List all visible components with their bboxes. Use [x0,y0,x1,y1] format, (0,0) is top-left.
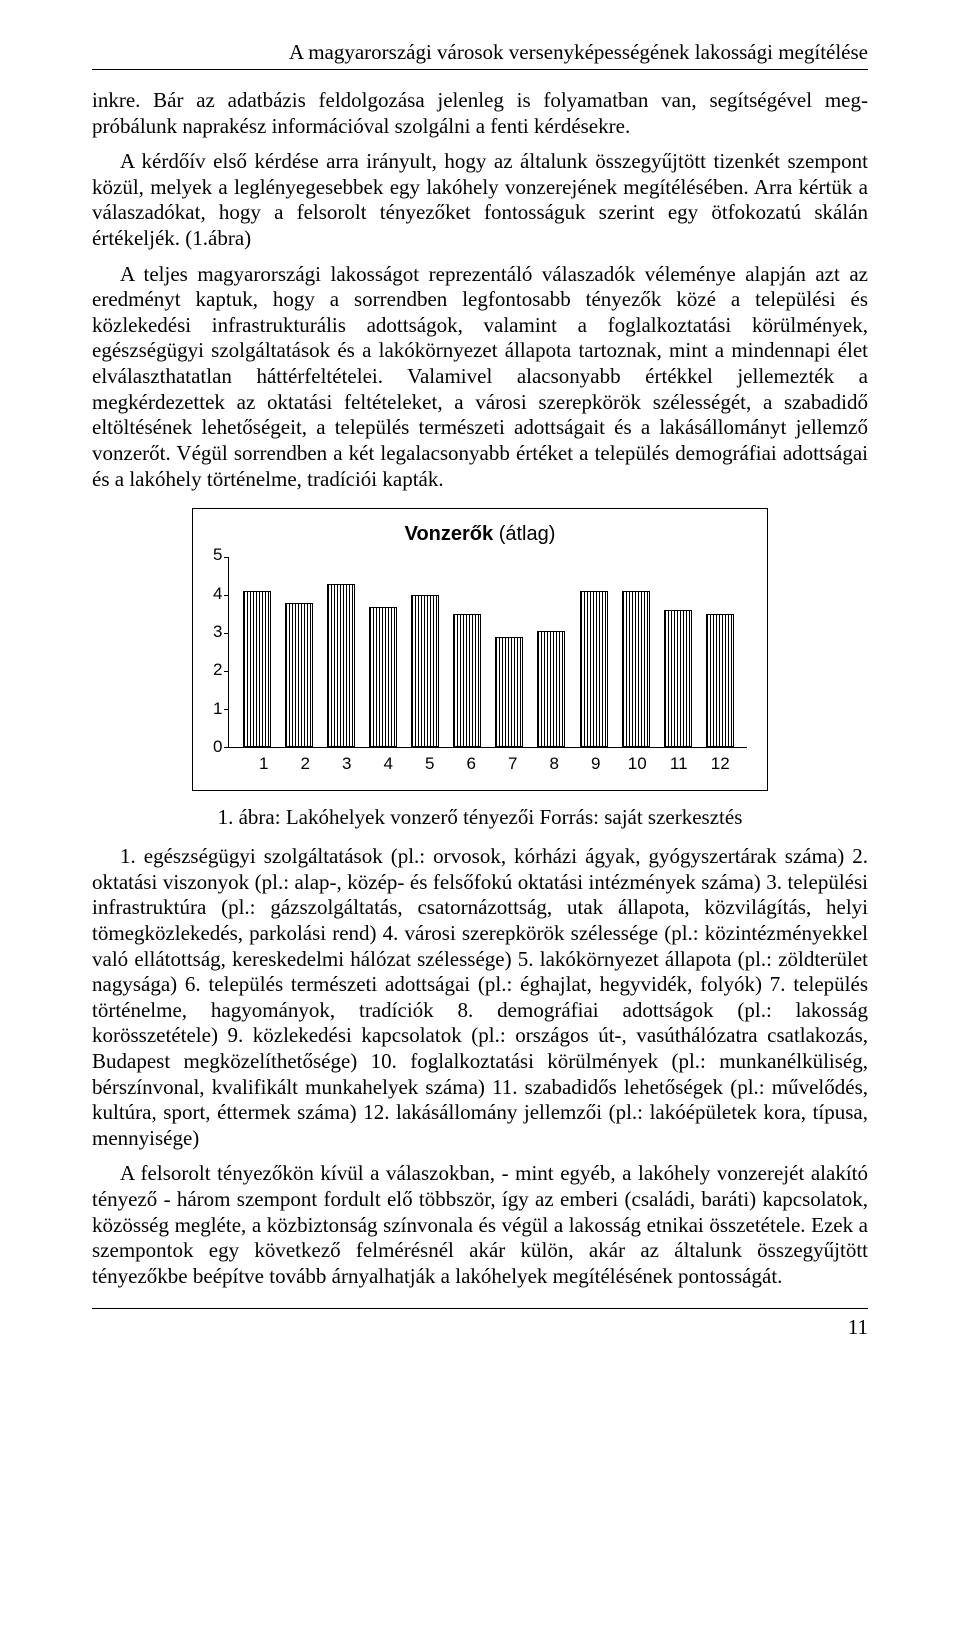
paragraph-1: inkre. Bár az adatbázis feldolgozása jel… [92,88,868,139]
chart-title-rest: (átlag) [493,523,555,545]
bar-slot [327,584,355,747]
x-axis-label: 6 [457,754,485,774]
x-axis-label: 12 [706,754,734,774]
bar [369,607,397,748]
page: A magyarországi városok versenyképességé… [0,0,960,1644]
bar-slot [411,595,439,747]
paragraph-4-legend: 1. egészségügyi szolgáltatások (pl.: orv… [92,844,868,1151]
y-axis: 543210 [213,556,222,748]
running-header: A magyarországi városok versenyképességé… [92,40,868,65]
bar [495,637,523,747]
plot-area [228,557,747,748]
x-axis-label: 9 [582,754,610,774]
y-tick [224,633,229,634]
bar-slot [453,614,481,747]
bar [243,591,271,747]
bar-slot [285,603,313,747]
x-axis-label: 4 [374,754,402,774]
bar-slot [537,631,565,747]
paragraph-2: A kérdőív első kérdése arra irányult, ho… [92,149,868,251]
chart-frame: Vonzerők (átlag) 543210 123456789101112 [192,508,768,791]
page-number: 11 [92,1315,868,1340]
y-tick [224,747,229,748]
chart-container: Vonzerők (átlag) 543210 123456789101112 [192,508,768,791]
y-tick [224,709,229,710]
x-axis-label: 7 [499,754,527,774]
paragraph-3: A teljes magyarországi lakosságot reprez… [92,262,868,492]
x-axis-label: 11 [665,754,693,774]
bar [453,614,481,747]
y-tick [224,671,229,672]
paragraph-5: A felsorolt tényezőkön kívül a válaszokb… [92,1161,868,1289]
bar-slot [580,591,608,747]
chart-body: 543210 [213,556,747,748]
figure-caption: 1. ábra: Lakóhelyek vonzerő tényezői For… [92,805,868,830]
x-axis: 123456789101112 [237,754,747,774]
bar-slot [495,637,523,747]
x-axis-label: 2 [291,754,319,774]
bar [706,614,734,747]
bar [327,584,355,747]
bar-slot [664,610,692,747]
footer-rule [92,1308,868,1309]
bar [285,603,313,747]
x-axis-label: 10 [623,754,651,774]
y-tick [224,595,229,596]
bar [537,631,565,747]
x-axis-label: 5 [416,754,444,774]
chart-title: Vonzerők (átlag) [213,523,747,546]
bars-row [235,557,741,747]
bar [411,595,439,747]
bar [664,610,692,747]
y-tick [224,557,229,558]
bar-slot [622,591,650,747]
bar-slot [243,591,271,747]
bar [580,591,608,747]
bar-slot [706,614,734,747]
bar [622,591,650,747]
x-axis-label: 3 [333,754,361,774]
header-rule [92,69,868,70]
x-axis-label: 1 [250,754,278,774]
chart-title-bold: Vonzerők [405,523,494,545]
bar-slot [369,607,397,748]
x-axis-label: 8 [540,754,568,774]
